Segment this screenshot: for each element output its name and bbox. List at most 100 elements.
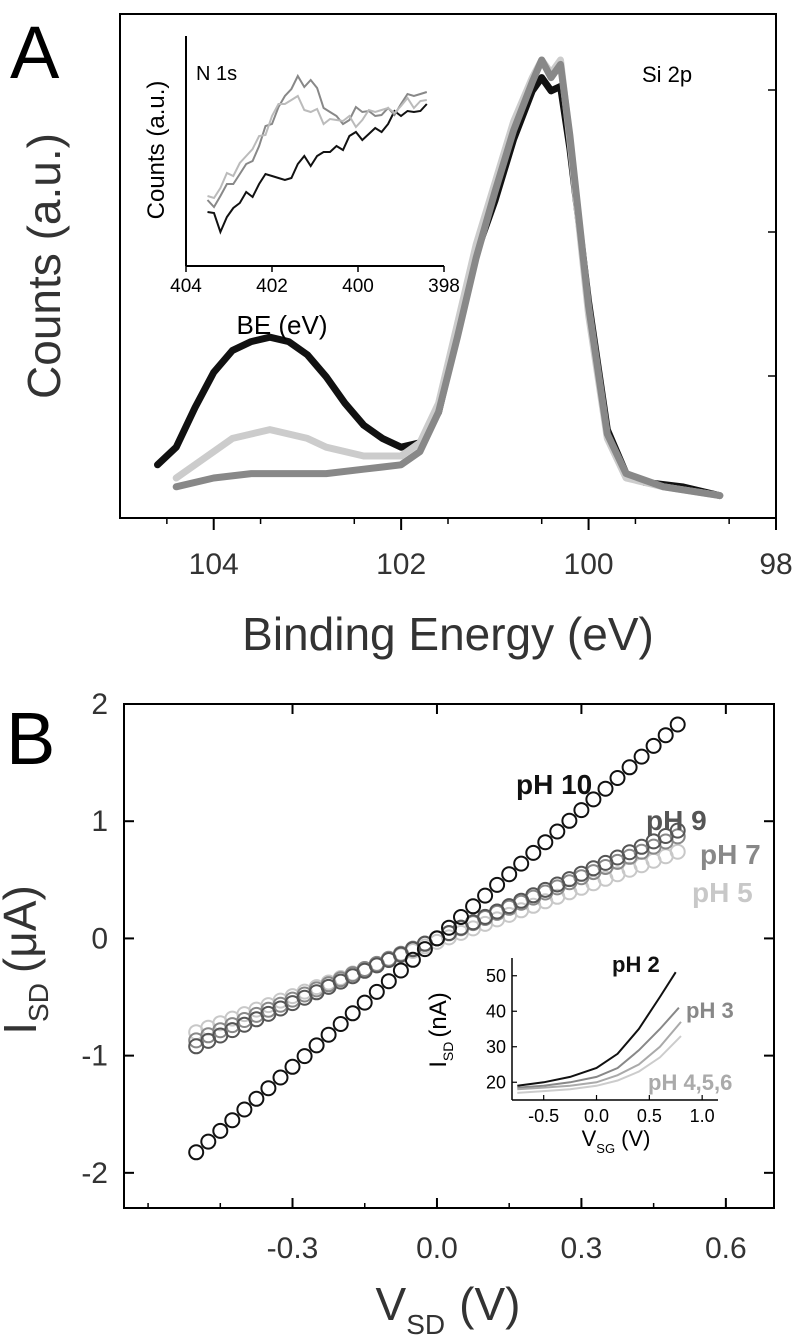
inset-vsg-y-tick-label: 40 (486, 1001, 506, 1021)
inset-vsg-x-tick-label: 0.5 (637, 1106, 662, 1126)
data-point-b-0 (404, 951, 421, 968)
inset-vsg-series (517, 971, 682, 1094)
y-tick-label-b: 1 (91, 805, 108, 838)
x-axis-label-a: Binding Energy (eV) (242, 608, 654, 660)
y-tick-label-b: 2 (91, 688, 108, 721)
data-point-b-0 (597, 780, 614, 797)
data-point-b-0 (573, 802, 590, 819)
data-point-b-3 (669, 843, 686, 860)
data-point-b-0 (621, 759, 638, 776)
data-point-b-0 (525, 844, 542, 861)
x-axis-label-b-main: V (376, 1278, 407, 1330)
inset-n1s-x-tick-label: 404 (170, 276, 202, 297)
panel-b: B -0.3 0.0 0.3 0.6 -2 -1 0 1 2 pH 10 pH 9pH 7 pH 5… (0, 688, 775, 1340)
data-point-b-0 (212, 1122, 229, 1139)
data-point-b-0 (272, 1069, 289, 1086)
data-point-b-0 (248, 1090, 265, 1107)
data-point-b-0 (380, 973, 397, 990)
y-axis-label-b-main: I (0, 1022, 46, 1035)
series-label-b: pH 9 (646, 805, 707, 836)
panel-label-a: A (10, 11, 60, 94)
inset-vsg-ticks: -0.5 0.0 0.5 1.0 20 30 40 50 (486, 966, 715, 1126)
x-axis-label-b-unit: (V) (459, 1278, 520, 1330)
inset-n1s-line-0 (207, 103, 428, 235)
data-point-b-0 (465, 898, 482, 915)
annotation-n1s: N 1s (196, 63, 237, 85)
series-group-b (188, 716, 686, 1161)
series-label-b: pH 5 (692, 877, 753, 908)
inset-n1s: N 1s Counts (a.u.) BE (eV) 404 402 400 398 (143, 36, 460, 340)
x-tick-label-a: 98 (759, 548, 792, 581)
panel-a: A Si 2p Counts (a.u.) Binding Energy (eV… (10, 11, 793, 660)
series-label-b: pH 10 (516, 769, 592, 800)
data-point-b-0 (320, 1026, 337, 1043)
svg-text:VSD(V): VSD (V) (376, 1278, 521, 1340)
panel-label-b: B (6, 697, 55, 780)
data-point-b-0 (429, 930, 445, 947)
data-point-b-0 (344, 1005, 361, 1022)
inset-vsg-line-0 (517, 971, 677, 1087)
data-point-b-0 (284, 1058, 301, 1075)
series-label-b: pH 7 (700, 839, 761, 870)
inset-vsg-series-label: pH 2 (612, 952, 660, 977)
x-axis-label-b: VSD (V) (376, 1278, 521, 1340)
x-tick-label-a: 100 (564, 548, 614, 581)
data-point-b-0 (188, 1144, 205, 1161)
y-axis-label-b-unit: (μA) (0, 885, 46, 973)
inset-vsg-y-tick-label: 20 (486, 1072, 506, 1092)
data-point-b-0 (453, 909, 469, 925)
data-point-b-0 (513, 855, 530, 872)
inset-vsg-x-tick-label: -0.5 (528, 1106, 559, 1126)
x-ticks-a: 104 102 100 98 (166, 89, 793, 581)
inset-n1s-x-label: BE (eV) (236, 310, 327, 340)
inset-vsg-y-label: ISD (nA) (425, 992, 456, 1067)
inset-n1s-ticks: 404 402 400 398 (170, 266, 460, 297)
annotation-si2p: Si 2p (642, 62, 692, 87)
inset-vsg-y-tick-label: 30 (486, 1037, 506, 1057)
data-point-b-0 (200, 1133, 217, 1150)
y-axis-label-a: Counts (a.u.) (18, 133, 70, 399)
series-group-a (154, 56, 724, 500)
data-point-b-0 (549, 823, 566, 840)
ticks-b: -0.3 0.0 0.3 0.6 -2 -1 0 1 2 (81, 688, 774, 1265)
inset-n1s-x-tick-label: 402 (256, 276, 288, 297)
data-point-b-0 (441, 919, 457, 936)
data-point-b-0 (296, 1048, 313, 1065)
svg-text:VSG(V): VSG (V) (582, 1126, 651, 1156)
inset-vsg-series-labels: pH 2 pH 3 pH 4,5,6 (612, 952, 734, 1095)
inset-vsg-y-tick-label: 50 (486, 966, 506, 986)
plot-frame-b (123, 703, 775, 1209)
data-point-b-0 (561, 812, 578, 829)
x-tick-label-b: 0.3 (561, 1232, 603, 1265)
data-point-b-0 (332, 1016, 349, 1032)
inset-vsg-x-label-unit: (V) (621, 1126, 650, 1151)
svg-text:ISD(nA): ISD (nA) (425, 992, 456, 1067)
data-point-b-0 (368, 983, 385, 1000)
x-tick-label-a: 104 (189, 548, 239, 581)
inset-vsg-series-label: pH 4,5,6 (648, 1070, 732, 1095)
y-tick-label-b: -1 (81, 1040, 108, 1073)
inset-frame-n1s (186, 36, 444, 266)
data-point-b-0 (501, 866, 518, 883)
x-axis-label-b-sub: SD (406, 1309, 445, 1340)
series-line-a-2 (172, 56, 724, 500)
data-point-b-0 (356, 994, 373, 1011)
data-point-b-1 (669, 822, 686, 839)
data-point-b-0 (489, 876, 506, 893)
data-point-b-0 (236, 1101, 253, 1118)
data-point-b-0 (224, 1112, 241, 1129)
y-tick-label-b: 0 (91, 922, 108, 955)
x-tick-label-b: 0.6 (705, 1232, 747, 1265)
data-point-b-0 (657, 727, 674, 744)
inset-vsg-y-label-unit: (nA) (425, 992, 452, 1037)
inset-isd-vsg: ISD (nA) VSG (V) -0.5 0.0 0.5 1.0 20 30 40 50 pH … (425, 952, 734, 1156)
data-point-b-0 (477, 887, 494, 904)
inset-vsg-x-label-main: V (582, 1126, 597, 1151)
inset-vsg-series-label: pH 3 (686, 998, 734, 1023)
series-labels-b: pH 10 pH 9pH 7 pH 5 (516, 769, 761, 908)
inset-vsg-line-2 (517, 1021, 682, 1091)
data-point-b-0 (645, 737, 662, 754)
inset-n1s-x-tick-label: 400 (342, 276, 374, 297)
inset-vsg-x-tick-label: 1.0 (690, 1106, 715, 1126)
